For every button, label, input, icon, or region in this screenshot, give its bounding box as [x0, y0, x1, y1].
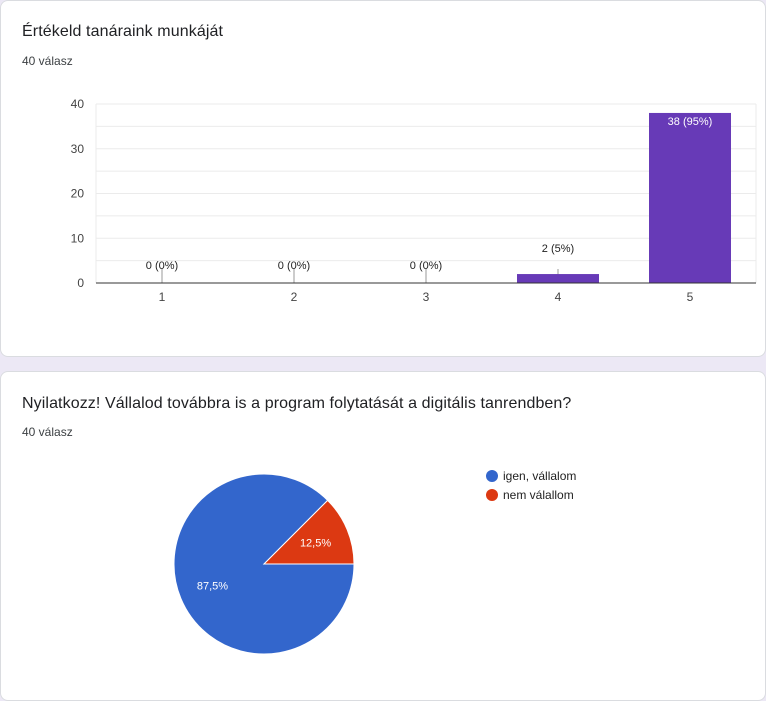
- bar-data-label: 38 (95%): [668, 116, 713, 128]
- y-tick-label: 20: [71, 187, 85, 201]
- bar-chart: 0 10 20 30 40 0 (0%) 1 0 (0%) 2 0 (0%) 3 2 (5%) 4 38 …: [71, 97, 757, 304]
- bar-data-label: 2 (5%): [542, 243, 574, 255]
- x-tick-label: 3: [423, 290, 430, 304]
- pie-slice-label: 12,5%: [300, 538, 331, 550]
- bar-data-label: 0 (0%): [410, 260, 442, 272]
- response-count: 40 válasz: [22, 425, 73, 439]
- question-card-2: Nyilatkozz! Vállalod továbbra is a progr…: [0, 371, 766, 701]
- pie-slice: [262, 499, 355, 565]
- x-tick-label: 4: [555, 290, 562, 304]
- response-count: 40 válasz: [22, 54, 73, 68]
- question-title: Értékeld tanáraink munkáját: [22, 23, 224, 40]
- pie-chart: 87,5% 12,5% igen, vállalom nem válallom: [173, 469, 576, 655]
- y-tick-label: 30: [71, 142, 85, 156]
- pie-slice-label: 87,5%: [197, 580, 228, 592]
- legend-marker: [486, 489, 498, 501]
- bar: [649, 112, 731, 283]
- x-tick-label: 2: [291, 290, 298, 304]
- bar-data-label: 0 (0%): [278, 260, 310, 272]
- x-tick-label: 5: [687, 290, 694, 304]
- question-card-1: Értékeld tanáraink munkáját 40 válasz 0 1…: [0, 0, 766, 357]
- legend-label: igen, vállalom: [503, 469, 576, 483]
- legend-label: nem válallom: [503, 488, 574, 502]
- y-tick-label: 40: [71, 97, 85, 111]
- y-tick-label: 10: [71, 231, 85, 245]
- x-tick-label: 1: [159, 290, 166, 304]
- bar-data-label: 0 (0%): [146, 260, 178, 272]
- legend-marker: [486, 470, 498, 482]
- y-tick-label: 0: [77, 276, 84, 290]
- bar: [517, 274, 599, 283]
- question-title: Nyilatkozz! Vállalod továbbra is a progr…: [22, 395, 572, 412]
